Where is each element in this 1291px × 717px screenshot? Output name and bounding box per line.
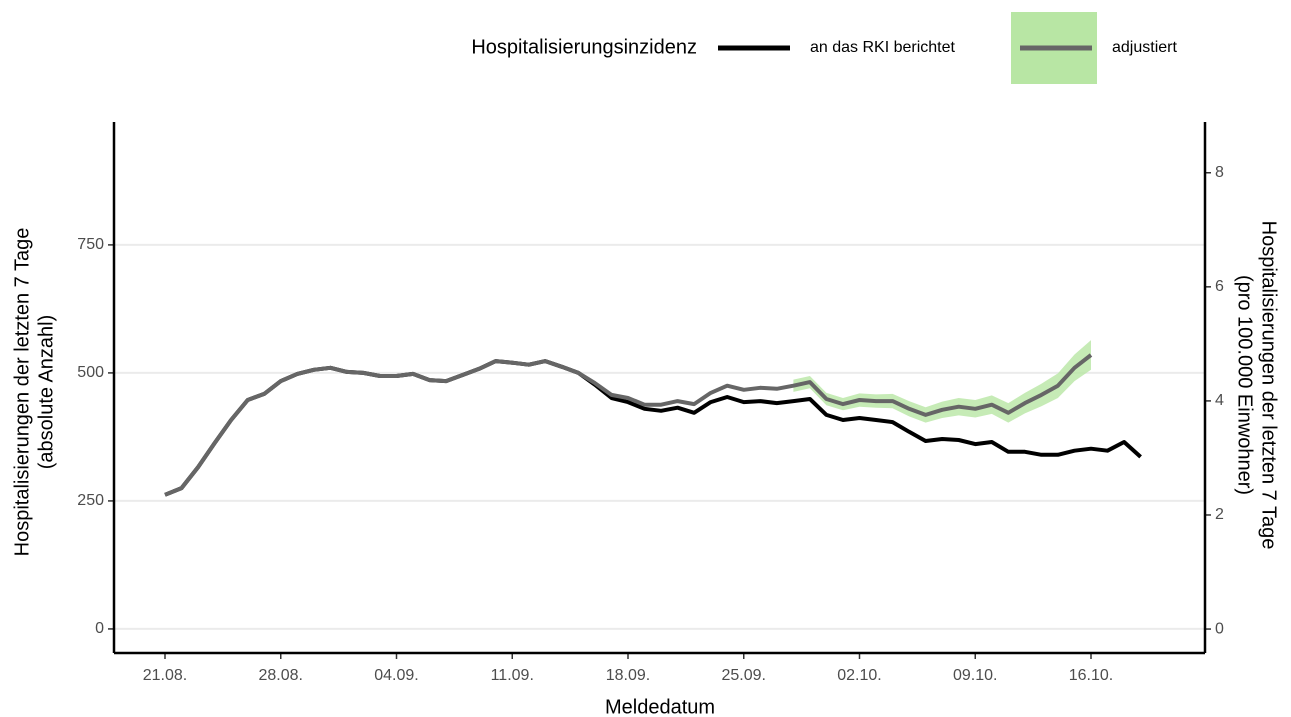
legend-title: Hospitalisierungsinzidenz	[471, 36, 697, 58]
y-axis-title-line: (absolute Anzahl)	[35, 315, 57, 470]
x-tick-label: 21.08.	[143, 667, 187, 684]
x-tick-label: 02.10.	[837, 667, 881, 684]
x-tick-label: 18.09.	[606, 667, 650, 684]
y-tick-label: 750	[77, 236, 104, 253]
y2-tick-label: 4	[1215, 392, 1224, 409]
x-tick-label: 16.10.	[1069, 667, 1113, 684]
x-tick-label: 09.10.	[953, 667, 997, 684]
y-tick-label: 500	[77, 364, 104, 381]
y2-tick-label: 2	[1215, 506, 1224, 523]
x-tick-label: 04.09.	[374, 667, 418, 684]
legend-label: an das RKI berichtet	[810, 39, 956, 56]
x-tick-label: 11.09.	[491, 667, 534, 684]
legend-label: adjustiert	[1112, 39, 1177, 56]
y-axis-title: Hospitalisierungen der letzten 7 Tage (a…	[11, 228, 57, 557]
y2-tick-label: 8	[1215, 164, 1224, 181]
y-tick-label: 0	[95, 620, 104, 637]
y2-axis-title-line: (pro 100.000 Einwohner)	[1234, 275, 1256, 495]
x-tick-label: 28.08.	[259, 667, 303, 684]
y-axis-title-line: Hospitalisierungen der letzten 7 Tage	[11, 228, 33, 557]
series-line	[164, 353, 1093, 497]
y2-tick-label: 6	[1215, 278, 1224, 295]
series-line	[164, 359, 1142, 497]
y2-axis-title-line: Hospitalisierungen der letzten 7 Tage	[1258, 221, 1280, 550]
y2-tick-label: 0	[1215, 620, 1224, 637]
y2-axis-title: Hospitalisierungen der letzten 7 Tage (p…	[1234, 221, 1280, 550]
y-tick-label: 250	[77, 492, 104, 509]
x-axis-title: Meldedatum	[605, 696, 715, 717]
x-tick-label: 25.09.	[722, 667, 766, 684]
